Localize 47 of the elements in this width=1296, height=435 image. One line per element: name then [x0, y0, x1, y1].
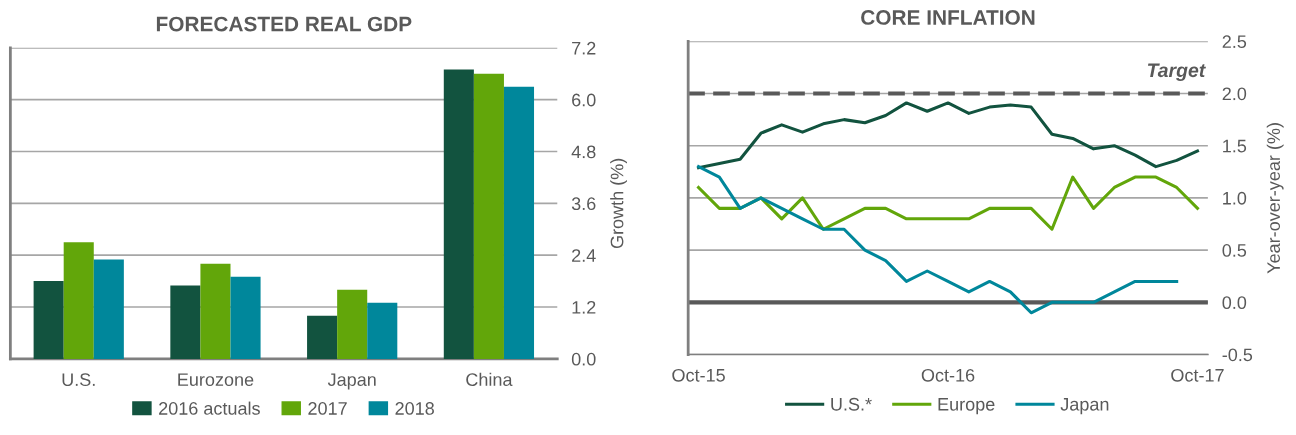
- y-tick-label: 7.2: [572, 41, 596, 55]
- ref-line-label: Target: [1147, 63, 1206, 81]
- chart-title: CORE INFLATION: [861, 10, 1035, 25]
- bar: [93, 259, 124, 359]
- y-tick-label: 3.6: [571, 197, 596, 211]
- y-tick-label: 2.4: [572, 249, 596, 262]
- y-tick-label: 1.0: [1223, 191, 1247, 205]
- x-tick-label: Oct-16: [921, 368, 975, 382]
- legend-label: 2017: [308, 402, 347, 415]
- x-tick-label: China: [466, 372, 513, 387]
- y-tick-label: 1.5: [1223, 139, 1247, 153]
- y-tick-label: 2.5: [1222, 35, 1247, 49]
- y-tick-label: -0.5: [1222, 348, 1253, 362]
- bar: [200, 263, 231, 359]
- bar: [33, 281, 64, 359]
- legend-label: 2016 actuals: [159, 401, 260, 415]
- bar: [367, 302, 398, 359]
- bar: [337, 289, 368, 359]
- line-series: [697, 175, 1200, 231]
- legend-label: Europe: [938, 398, 995, 415]
- bar: [230, 276, 261, 359]
- y-tick-label: 2.0: [1222, 87, 1247, 101]
- legend-label: U.S.*: [831, 397, 872, 411]
- bar: [503, 86, 535, 359]
- legend-label: 2018: [395, 402, 434, 415]
- chart-title: FORECASTED REAL GDP: [156, 16, 412, 32]
- x-tick-label: U.S.: [62, 373, 95, 387]
- y-tick-label: 0.0: [571, 352, 596, 366]
- x-tick-label: Eurozone: [178, 373, 254, 387]
- y-tick-label: 0.5: [1222, 244, 1247, 257]
- y-tick-label: 6.0: [572, 93, 596, 107]
- y-axis-title: Year-over-year (%): [1266, 123, 1284, 274]
- line-series: [697, 165, 1179, 315]
- bar: [170, 285, 201, 359]
- line-series: [697, 101, 1200, 170]
- x-tick-label: Oct-15: [672, 368, 725, 382]
- y-tick-label: 1.2: [572, 300, 596, 314]
- y-axis-title: Growth (%): [610, 158, 627, 249]
- bar: [307, 315, 338, 359]
- y-tick-label: 4.8: [571, 145, 596, 159]
- bar: [473, 73, 504, 359]
- x-tick-label: Oct-17: [1171, 368, 1224, 382]
- bar: [63, 242, 94, 359]
- bar: [443, 69, 474, 359]
- y-tick-label: 0.0: [1222, 296, 1247, 310]
- legend-label: Japan: [1060, 398, 1109, 415]
- x-tick-label: Japan: [327, 373, 376, 390]
